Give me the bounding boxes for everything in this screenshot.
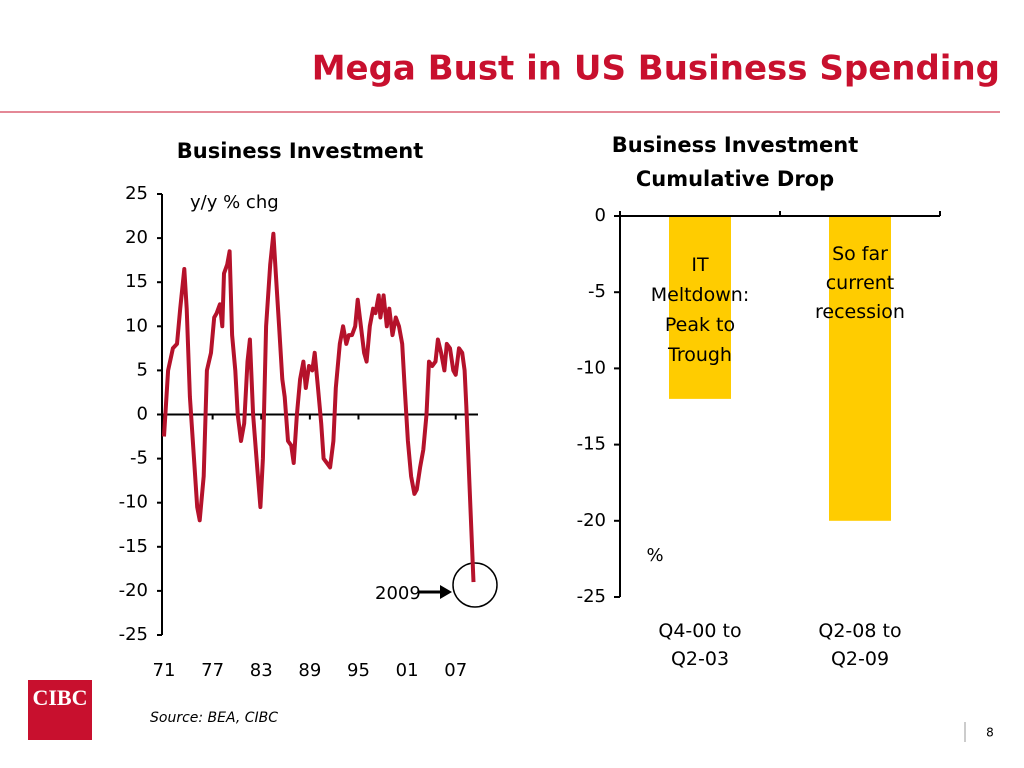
y-tick-label: -15: [577, 434, 606, 455]
unit-label: %: [646, 545, 663, 566]
bar: [829, 216, 891, 521]
logo-text: CIBC: [32, 685, 87, 710]
y-tick-label: 15: [125, 271, 148, 292]
annotation: 2009: [375, 583, 421, 604]
y-tick-label: -20: [119, 580, 148, 601]
y-tick-label: 5: [137, 359, 148, 380]
bar: [669, 216, 731, 399]
x-tick-label: 01: [396, 660, 419, 681]
y-tick-label: 20: [125, 227, 148, 248]
y-tick-label: 0: [137, 404, 148, 425]
bar-label: So far current recession: [815, 243, 905, 323]
x-tick-label: 07: [444, 660, 467, 681]
x-tick-label: Q2-08 to Q2-09: [818, 620, 902, 670]
x-tick-label: 95: [347, 660, 370, 681]
slide-title: Mega Bust in US Business Spending: [312, 49, 1000, 89]
y-tick-label: 25: [125, 183, 148, 204]
y-tick-label: 0: [595, 205, 606, 226]
y-tick-label: -10: [119, 492, 148, 513]
chart-title: Business Investment Cumulative Drop: [611, 133, 859, 191]
logo: [28, 680, 92, 740]
bar-label: IT Meltdown: Peak to Trough: [650, 254, 750, 366]
y-tick-label: -25: [119, 624, 148, 645]
y-tick-label: -15: [119, 536, 148, 557]
x-tick-label: 89: [298, 660, 321, 681]
y-tick-label: 10: [125, 315, 148, 336]
y-tick-label: -20: [577, 510, 606, 531]
line: [162, 231, 476, 583]
x-tick-label: 77: [201, 660, 224, 681]
source: Source: BEA, CIBC: [150, 710, 278, 726]
arrow-head: [440, 585, 452, 599]
highlight-circle: [452, 562, 498, 608]
x-tick-label: 83: [250, 660, 273, 681]
x-tick-label: 71: [153, 660, 176, 681]
chart-title: Business Investment: [177, 139, 424, 163]
y-tick-label: -25: [577, 586, 606, 607]
y-tick-label: -5: [588, 281, 606, 302]
page-number: 8: [986, 726, 994, 740]
unit-label: y/y % chg: [190, 192, 279, 213]
y-tick-label: -10: [577, 357, 606, 378]
x-tick-label: Q4-00 to Q2-03: [658, 620, 742, 670]
y-tick-label: -5: [130, 448, 148, 469]
